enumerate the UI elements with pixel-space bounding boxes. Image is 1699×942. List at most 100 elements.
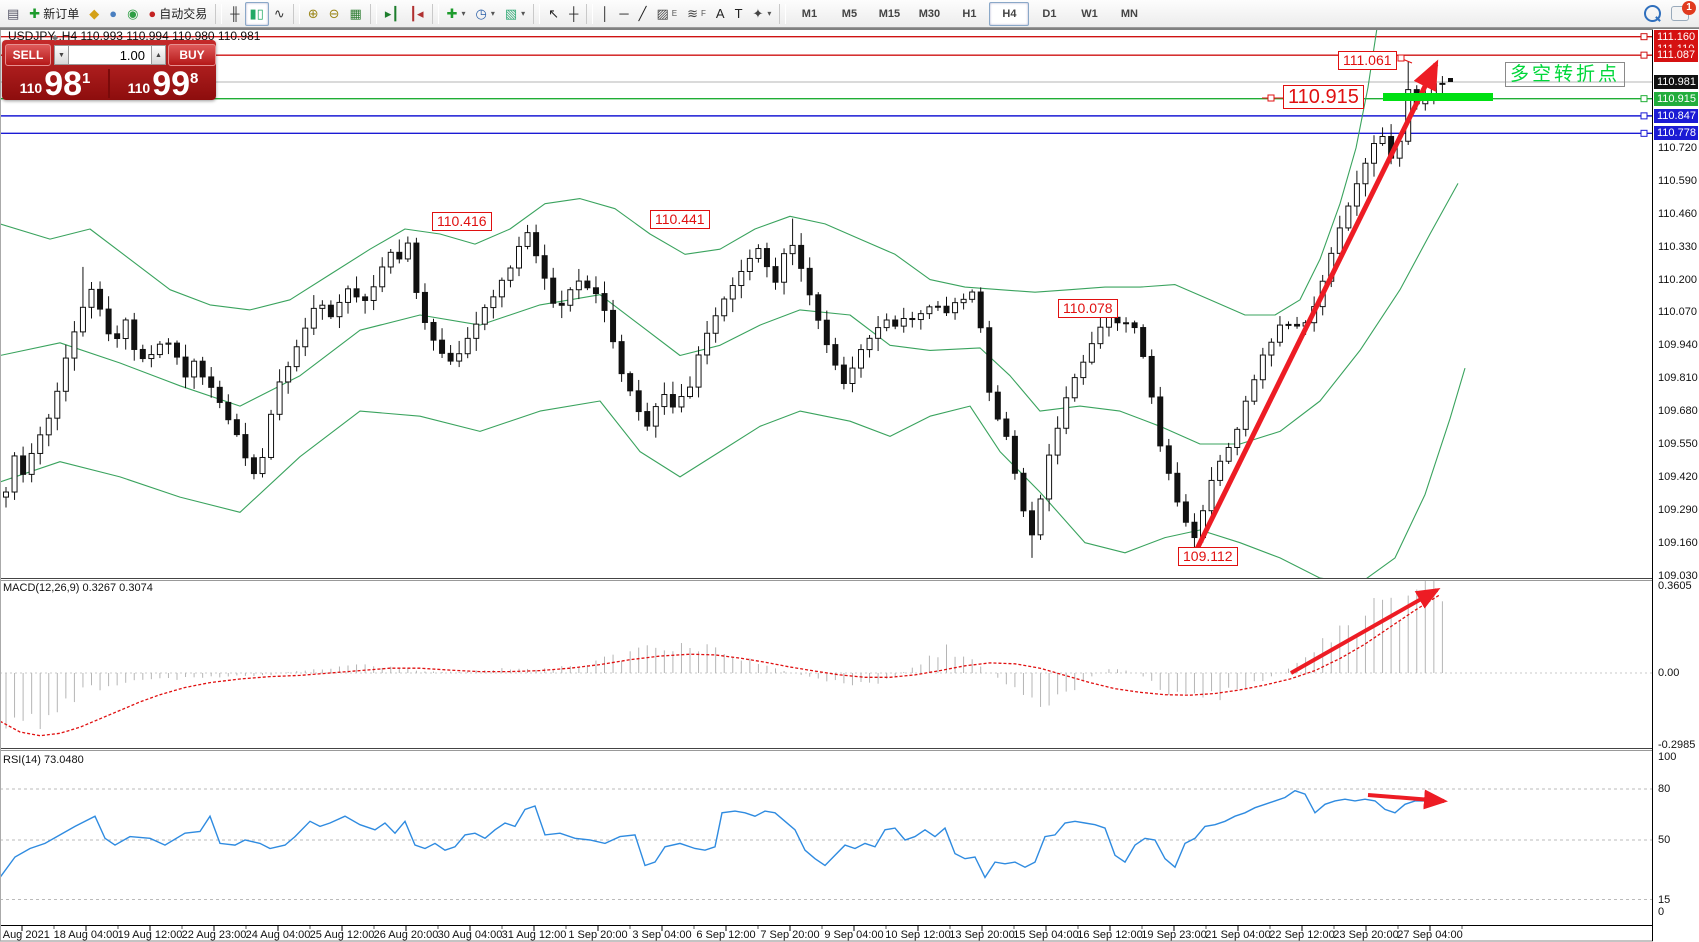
panel-collapse-icon[interactable]: ◆ — [52, 33, 59, 42]
toolbar-separator — [215, 3, 223, 24]
indicators-button[interactable]: ◆ — [84, 2, 104, 26]
market-watch-button[interactable]: ▤ — [2, 2, 24, 26]
date-axis-label: 23 Sep 20:00 — [1333, 929, 1399, 941]
shapes-button[interactable]: ✦ ▾ — [748, 2, 777, 26]
price-axis[interactable]: 110.720 110.590 110.460 110.330 110.200 110.0… — [1653, 29, 1699, 942]
date-axis-label: 19 Aug 12:00 — [117, 929, 183, 941]
fibonacci-button[interactable]: ≋ F — [682, 2, 711, 26]
bar-chart-button[interactable]: ╫ — [225, 2, 244, 26]
price-tick-label: 110.460 — [1658, 207, 1697, 220]
profiles-button[interactable]: ● — [104, 2, 122, 26]
macd-tick-label: 0.3605 — [1658, 580, 1692, 593]
toolbar-separator — [586, 3, 594, 24]
date-axis-label: 18 Aug 04:00 — [53, 929, 119, 941]
chart-shift-icon: ┃◂ — [409, 6, 424, 21]
cursor-button[interactable]: ↖ — [543, 2, 564, 26]
buy-price[interactable]: 110 99 8 — [110, 67, 216, 101]
price-tick-label: 109.030 — [1658, 569, 1698, 582]
toolbar-separator — [431, 3, 439, 24]
new-chart-button[interactable]: ✚ ▾ — [442, 2, 471, 26]
price-annotation[interactable]: 110.416 — [432, 212, 492, 231]
buy-price-sup: 8 — [190, 70, 199, 87]
vertical-line-button[interactable]: │ — [596, 2, 614, 26]
auto-scroll-button[interactable]: ▸┃ — [380, 2, 404, 26]
price-tick-label: 109.680 — [1658, 405, 1698, 418]
template-button[interactable]: ▧ ▾ — [500, 2, 530, 26]
chart-shift-button[interactable]: ┃◂ — [404, 2, 428, 26]
price-level-badge: 111.160 — [1654, 29, 1698, 44]
price-annotation[interactable]: 110.915 — [1283, 85, 1364, 109]
buy-button[interactable]: BUY — [168, 44, 216, 66]
trendline-button[interactable]: ╱ — [634, 2, 652, 26]
price-level-badge: 111.087 — [1654, 48, 1698, 63]
price-level-badge: 110.981 — [1654, 74, 1698, 89]
timeframe-h1[interactable]: H1 — [962, 7, 977, 20]
date-axis-label: 16 Sep 12:00 — [1077, 929, 1143, 941]
channel-button[interactable]: ▨ E — [651, 2, 682, 26]
candlestick-button[interactable]: ▮▯ — [244, 1, 269, 26]
sell-price[interactable]: 110 98 1 — [2, 67, 108, 101]
date-axis-label: 1 Sep 20:00 — [568, 929, 628, 941]
sell-price-sup: 1 — [82, 70, 91, 87]
timeframe-mn[interactable]: MN — [1120, 7, 1138, 20]
date-axis-label: 6 Sep 12:00 — [696, 929, 756, 941]
toolbar-separator — [369, 3, 377, 24]
price-tick-label: 109.420 — [1658, 470, 1698, 483]
price-annotation[interactable]: 110.078 — [1058, 299, 1118, 318]
zoom-in-button[interactable]: ⊕ — [303, 2, 324, 26]
date-axis-label: 15 Sep 04:00 — [1013, 929, 1079, 941]
text-button[interactable]: A — [711, 2, 730, 26]
timeframe-m1[interactable]: M1 — [801, 7, 818, 20]
price-level-badge: 110.847 — [1654, 108, 1698, 123]
indicators-icon: ◆ — [89, 6, 100, 21]
search-icon[interactable] — [1644, 5, 1661, 22]
chevron-down-icon: ▾ — [767, 9, 772, 18]
period-icon: ◷ — [475, 6, 487, 21]
line-chart-button[interactable]: ∿ — [269, 2, 290, 26]
sub-label: F — [701, 9, 706, 18]
sell-button[interactable]: SELL — [5, 44, 51, 66]
rsi-label: RSI(14) 73.0480 — [3, 754, 84, 766]
shapes-icon: ✦ — [752, 6, 764, 21]
autotrading-button[interactable]: ● 自动交易 — [143, 2, 212, 26]
horizontal-line-button[interactable]: ─ — [614, 2, 633, 26]
crosshair-button[interactable]: ┼ — [564, 2, 583, 26]
volume-input[interactable] — [69, 45, 151, 65]
macd-pane — [0, 581, 1652, 737]
price-tick-label: 109.810 — [1658, 372, 1698, 385]
new-chart-icon: ✚ — [446, 6, 458, 21]
turning-point-note[interactable]: 多空转折点 — [1505, 62, 1626, 87]
timeframe-d1[interactable]: D1 — [1042, 7, 1057, 20]
date-axis-label: 21 Sep 04:00 — [1205, 929, 1271, 941]
bar-chart-icon: ╫ — [230, 6, 240, 21]
timeframe-m5[interactable]: M5 — [841, 7, 858, 20]
price-tick-label: 110.720 — [1658, 142, 1697, 154]
support-zone-bar[interactable] — [1383, 93, 1493, 101]
template-icon: ▧ — [504, 6, 518, 21]
tile-windows-button[interactable]: ▦ — [345, 2, 367, 26]
timeframe-h4[interactable]: H4 — [989, 1, 1030, 26]
price-annotation[interactable]: 109.112 — [1178, 547, 1238, 566]
timeframe-m15[interactable]: M15 — [878, 7, 901, 20]
rsi-pane — [0, 788, 1652, 900]
button-label: 新订单 — [43, 7, 80, 21]
tile-windows-icon: ▦ — [349, 6, 362, 21]
timeframe-m30[interactable]: M30 — [918, 7, 941, 20]
new-order-button[interactable]: ✚ 新订单 — [24, 2, 84, 26]
macd-tick-label: -0.2985 — [1658, 738, 1696, 751]
auto-scroll-icon: ▸┃ — [384, 6, 400, 21]
zoom-out-button[interactable]: ⊖ — [324, 2, 345, 26]
volume-up-button[interactable]: ▲ — [151, 45, 166, 65]
broadcast-button[interactable]: ◉ — [122, 2, 143, 26]
date-axis-label: 27 Sep 04:00 — [1397, 929, 1463, 941]
price-annotation[interactable]: 110.441 — [650, 210, 710, 229]
volume-down-button[interactable]: ▼ — [54, 45, 69, 65]
price-annotation[interactable]: 111.061 — [1338, 51, 1397, 70]
last-price-marker — [1448, 78, 1453, 82]
period-button[interactable]: ◷ ▾ — [470, 2, 499, 26]
label-button[interactable]: T — [730, 2, 748, 26]
chat-icon[interactable]: 1 — [1671, 1, 1696, 21]
date-axis-label: 6 Aug 2021 — [0, 929, 50, 941]
timeframe-w1[interactable]: W1 — [1081, 7, 1098, 20]
